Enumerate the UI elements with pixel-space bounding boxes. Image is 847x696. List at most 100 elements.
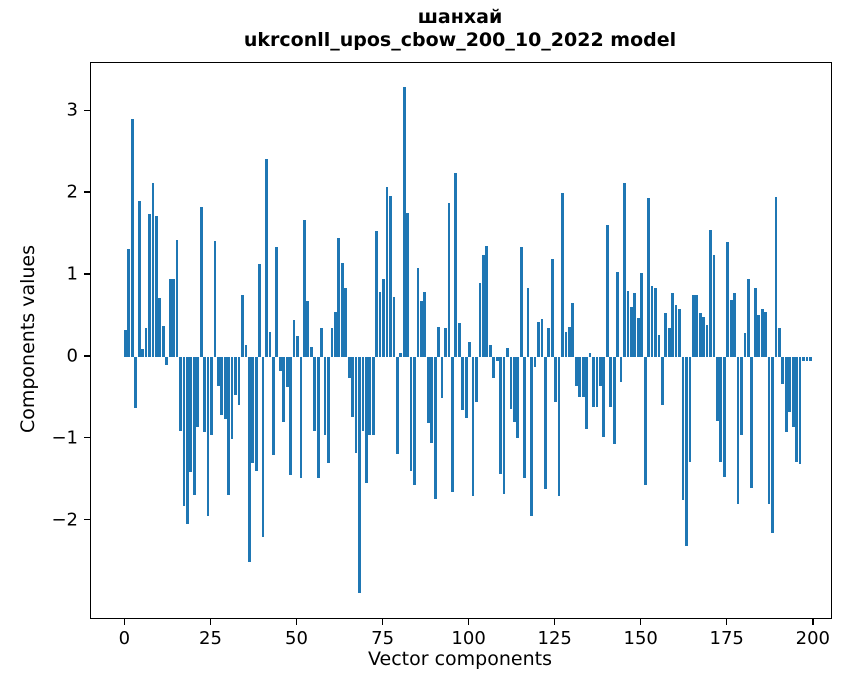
bar-component-174 xyxy=(722,356,726,478)
bar-component-91 xyxy=(437,326,440,357)
bar-component-61 xyxy=(334,311,337,357)
bar-component-88 xyxy=(426,356,430,424)
bar-component-148 xyxy=(633,293,637,357)
chart-title-block: шанхай ukrconll_upos_cbow_200_10_2022 mo… xyxy=(90,6,830,52)
bar-component-199 xyxy=(808,356,812,361)
bar-component-10 xyxy=(158,297,162,357)
bar-component-89 xyxy=(430,356,434,443)
bar-component-170 xyxy=(709,229,712,357)
bar-component-109 xyxy=(499,356,502,474)
bar-component-143 xyxy=(616,271,619,357)
bar-component-113 xyxy=(512,356,516,422)
bar-component-136 xyxy=(592,356,595,407)
bar-component-1 xyxy=(127,248,131,357)
bar-component-73 xyxy=(375,230,379,357)
bar-component-184 xyxy=(757,315,761,357)
y-tick-mark xyxy=(84,191,90,193)
bar-component-6 xyxy=(144,328,148,357)
bar-component-129 xyxy=(568,326,571,357)
bar-component-46 xyxy=(282,356,286,423)
bar-component-158 xyxy=(667,328,671,357)
chart-title: шанхай xyxy=(417,6,503,28)
bar-component-86 xyxy=(420,301,423,357)
bar-component-121 xyxy=(540,319,544,357)
bar-component-99 xyxy=(464,356,468,419)
bar-component-176 xyxy=(729,300,733,357)
bar-component-108 xyxy=(495,356,499,361)
bar-component-5 xyxy=(141,348,144,357)
bar-component-105 xyxy=(485,246,489,357)
bar-component-12 xyxy=(165,356,169,366)
bar-component-24 xyxy=(206,356,210,516)
bar-component-117 xyxy=(526,288,530,357)
bar-component-95 xyxy=(451,356,454,492)
bar-component-182 xyxy=(750,356,754,488)
bar-component-92 xyxy=(440,356,444,398)
bar-component-34 xyxy=(241,294,244,357)
bar-component-41 xyxy=(265,158,268,357)
bar-component-57 xyxy=(320,328,323,357)
bar-component-70 xyxy=(364,356,368,483)
y-tick-mark xyxy=(84,109,90,112)
x-tick-mark xyxy=(209,618,212,625)
bar-component-194 xyxy=(791,356,795,428)
bar-component-124 xyxy=(550,259,554,357)
bar-component-37 xyxy=(251,356,255,464)
bar-component-123 xyxy=(547,328,551,357)
bar-component-43 xyxy=(272,356,275,456)
x-tick-mark xyxy=(639,618,642,625)
bar-component-122 xyxy=(543,356,547,489)
bar-component-69 xyxy=(361,356,365,431)
bar-component-145 xyxy=(623,183,626,357)
bar-component-166 xyxy=(695,294,699,357)
bar-component-181 xyxy=(747,279,750,357)
bar-component-82 xyxy=(406,212,410,357)
bar-component-152 xyxy=(647,198,650,357)
bar-component-32 xyxy=(234,356,237,396)
bar-component-102 xyxy=(475,356,478,402)
bar-component-84 xyxy=(413,356,416,485)
bar-component-191 xyxy=(781,356,785,384)
bar-component-40 xyxy=(261,356,265,537)
plot-area xyxy=(90,62,832,619)
bar-component-134 xyxy=(585,356,588,429)
bar-component-159 xyxy=(671,293,675,357)
bar-component-64 xyxy=(344,288,348,357)
bar-component-139 xyxy=(602,356,606,438)
bar-component-110 xyxy=(502,356,506,494)
bar-component-115 xyxy=(519,247,523,357)
bar-component-100 xyxy=(468,342,471,357)
bar-component-97 xyxy=(457,323,461,357)
bar-component-133 xyxy=(581,356,585,397)
bar-component-155 xyxy=(657,334,661,357)
bar-component-3 xyxy=(134,356,138,408)
x-tick-mark xyxy=(553,618,556,625)
bar-component-186 xyxy=(764,311,767,357)
bar-component-33 xyxy=(237,356,241,406)
bar-component-188 xyxy=(771,356,774,533)
bar-component-93 xyxy=(444,328,447,357)
bar-component-66 xyxy=(351,356,354,417)
bar-component-114 xyxy=(516,356,520,438)
bar-component-29 xyxy=(223,356,227,420)
bar-component-39 xyxy=(258,263,262,357)
bar-component-196 xyxy=(798,356,802,465)
bar-component-14 xyxy=(172,279,175,357)
bar-component-45 xyxy=(278,356,282,371)
y-tick-label: 1 xyxy=(66,263,78,285)
bar-component-98 xyxy=(461,356,465,411)
bar-component-140 xyxy=(605,225,609,357)
bar-component-118 xyxy=(530,356,533,516)
bar-component-81 xyxy=(402,86,406,357)
bar-component-147 xyxy=(630,306,633,357)
y-tick-label: 2 xyxy=(66,181,78,203)
bar-component-72 xyxy=(371,356,375,435)
bar-component-76 xyxy=(385,187,389,357)
bar-component-167 xyxy=(698,313,702,357)
bar-component-157 xyxy=(664,313,668,357)
bar-component-0 xyxy=(124,329,127,357)
bar-component-59 xyxy=(327,356,330,464)
bar-component-137 xyxy=(595,356,599,407)
bar-component-54 xyxy=(309,347,313,357)
bar-component-16 xyxy=(179,356,182,431)
